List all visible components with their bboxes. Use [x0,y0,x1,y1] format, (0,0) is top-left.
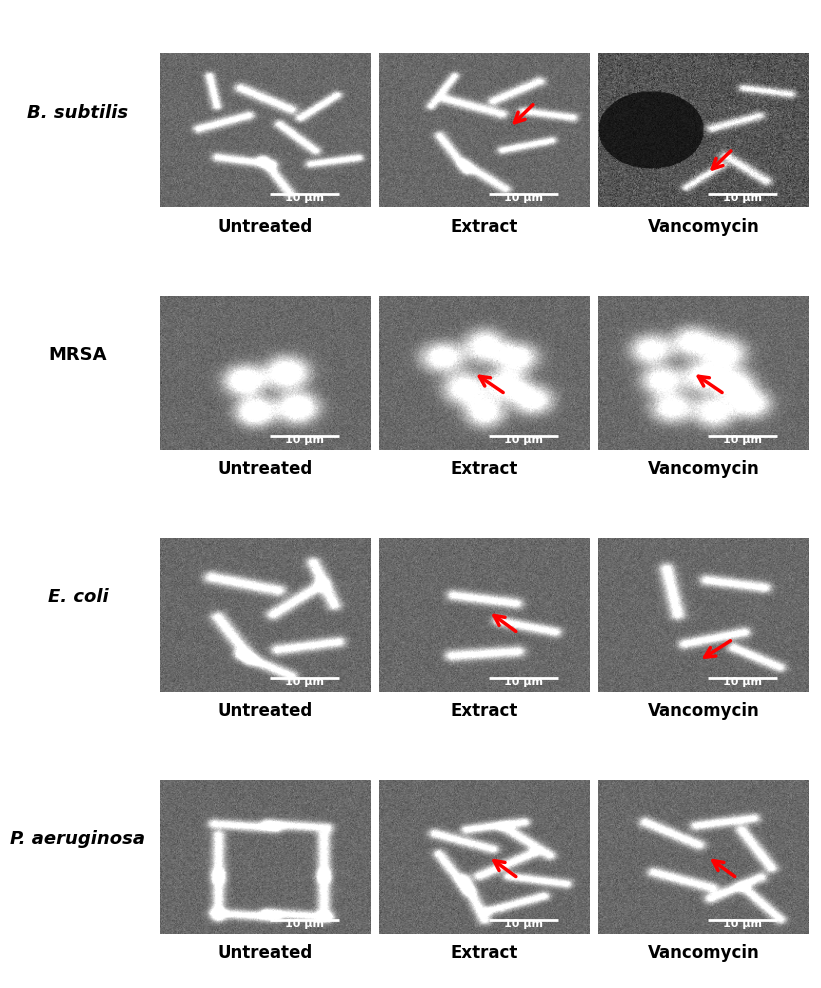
Text: Extract: Extract [451,702,518,720]
Text: 10 μm: 10 μm [285,435,324,445]
Text: E. coli: E. coli [48,588,108,607]
Text: 10 μm: 10 μm [504,919,543,929]
Text: Untreated: Untreated [218,702,313,720]
Text: 10 μm: 10 μm [722,193,762,203]
Text: 10 μm: 10 μm [722,919,762,929]
Text: Vancomycin: Vancomycin [648,945,759,962]
Text: Extract: Extract [451,218,518,236]
Text: Untreated: Untreated [218,218,313,236]
Text: Extract: Extract [451,460,518,478]
Text: MRSA: MRSA [48,346,108,365]
Text: 10 μm: 10 μm [285,919,324,929]
Text: 10 μm: 10 μm [285,677,324,687]
Text: 10 μm: 10 μm [285,193,324,203]
Text: 10 μm: 10 μm [504,193,543,203]
Text: 10 μm: 10 μm [504,677,543,687]
Text: 10 μm: 10 μm [504,435,543,445]
Text: Vancomycin: Vancomycin [648,702,759,720]
Text: P. aeruginosa: P. aeruginosa [11,830,145,849]
Text: Extract: Extract [451,945,518,962]
Text: 10 μm: 10 μm [722,435,762,445]
Text: 10 μm: 10 μm [722,677,762,687]
Text: Untreated: Untreated [218,945,313,962]
Text: Vancomycin: Vancomycin [648,460,759,478]
Text: B. subtilis: B. subtilis [27,104,129,123]
Text: Untreated: Untreated [218,460,313,478]
Text: Vancomycin: Vancomycin [648,218,759,236]
